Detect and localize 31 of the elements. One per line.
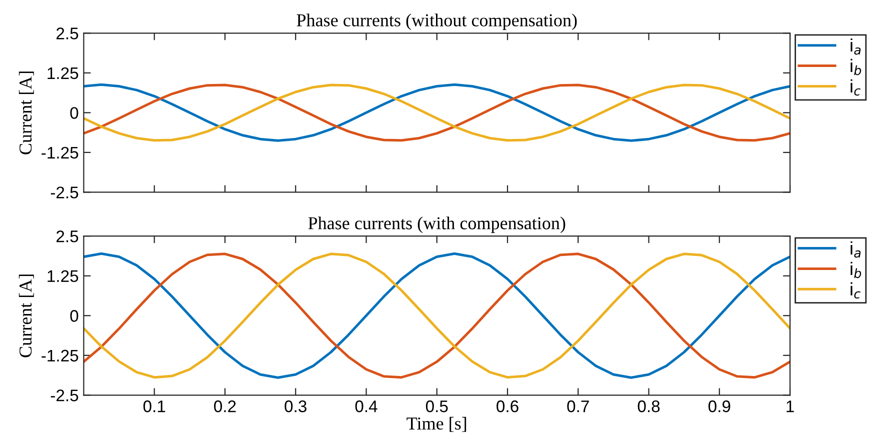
y-tick-label: 2.5 xyxy=(56,28,78,40)
x-tick-label: 0.6 xyxy=(496,400,518,412)
y-tick-label: 1.25 xyxy=(48,67,78,80)
y-tick-label: -2.5 xyxy=(50,390,78,402)
x-tick-label: 0.3 xyxy=(284,400,306,412)
x-axis-title: Time [s] xyxy=(406,416,466,432)
x-tick-label: 0.8 xyxy=(638,400,660,412)
y-tick-label: -1.25 xyxy=(42,350,78,362)
y-tick-label: 0 xyxy=(70,310,78,322)
legend-label: i$_{b}$ xyxy=(850,58,862,76)
chart-title: Phase currents (with compensation) xyxy=(308,216,566,233)
legend-label: i$_{c}$ xyxy=(850,282,860,299)
x-tick-label: 1 xyxy=(786,400,794,412)
legend-label: i$_{b}$ xyxy=(850,262,862,278)
y-tick-label: 1.25 xyxy=(48,270,78,282)
legend-label: i$_{a}$ xyxy=(850,38,861,55)
legend-label: i$_{c}$ xyxy=(850,79,860,96)
chart-title: Phase currents (without compensation) xyxy=(296,14,577,30)
legend-label: i$_{a}$ xyxy=(850,241,861,258)
x-tick-label: 0.1 xyxy=(143,400,166,412)
y-tick-label: 2.5 xyxy=(56,230,78,242)
x-tick-label: 0.4 xyxy=(355,400,378,412)
y-tick-label: -2.5 xyxy=(50,186,78,198)
y-tick-label: -1.25 xyxy=(42,146,78,159)
x-tick-label: 0.5 xyxy=(426,400,448,412)
x-tick-label: 0.2 xyxy=(214,400,236,412)
y-axis-title: Current [A] xyxy=(18,72,34,154)
y-axis-title: Current [A] xyxy=(18,274,34,358)
y-tick-label: 0 xyxy=(70,107,78,119)
x-tick-label: 0.9 xyxy=(708,400,730,412)
x-tick-label: 0.7 xyxy=(567,400,589,412)
